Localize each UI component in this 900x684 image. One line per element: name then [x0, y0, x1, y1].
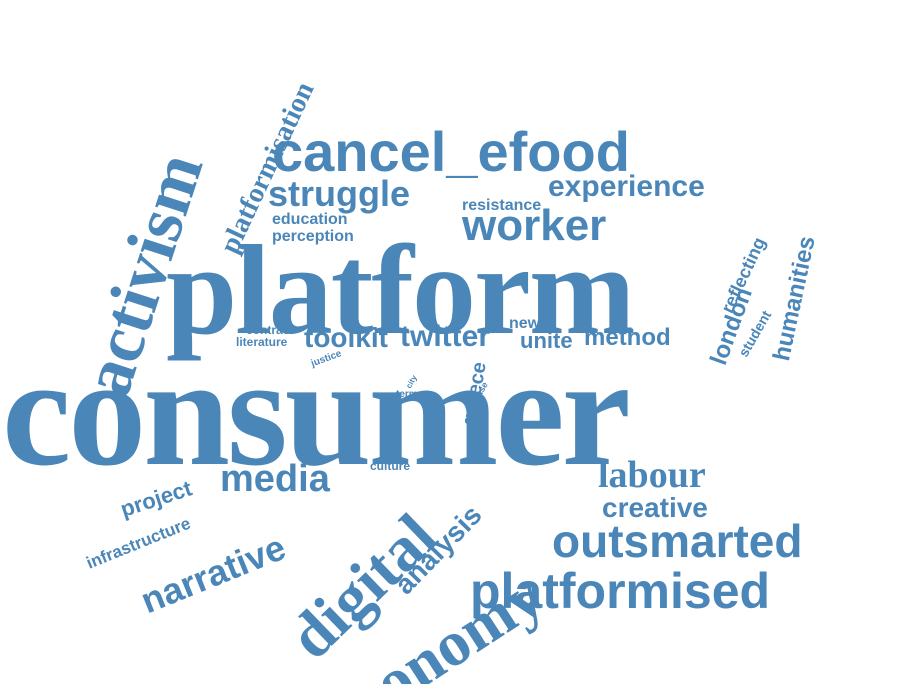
word-outsmarted: outsmarted: [552, 515, 803, 567]
word-toolkit: toolkit: [304, 322, 388, 353]
word-humanities: humanities: [768, 233, 821, 364]
word-struggle: struggle: [268, 173, 411, 214]
word-education: education: [272, 211, 348, 228]
word-infrastructure: infrastructure: [83, 513, 194, 573]
word-resistance: resistance: [462, 197, 542, 214]
word-labour: labour: [598, 454, 706, 496]
word-experience: experience: [548, 170, 705, 203]
word-twitter: twitter: [400, 320, 490, 353]
word-contract: contract: [246, 323, 294, 337]
word-culture: culture: [370, 459, 411, 473]
word-platformised: platformised: [470, 563, 771, 619]
word-cancel-efood: cancel_efood: [272, 120, 630, 183]
word-term: term: [396, 389, 418, 400]
word-method: method: [584, 324, 671, 351]
word-literature: literature: [236, 335, 288, 349]
word-unite: unite: [520, 328, 573, 353]
word-creative: creative: [602, 492, 708, 523]
word-new: new: [509, 315, 541, 332]
word-consumer: consumer: [2, 325, 631, 498]
word-worker: worker: [462, 201, 607, 250]
word-platform: platform: [166, 219, 635, 361]
word-perception: perception: [272, 228, 354, 245]
word-media: media: [220, 458, 330, 500]
